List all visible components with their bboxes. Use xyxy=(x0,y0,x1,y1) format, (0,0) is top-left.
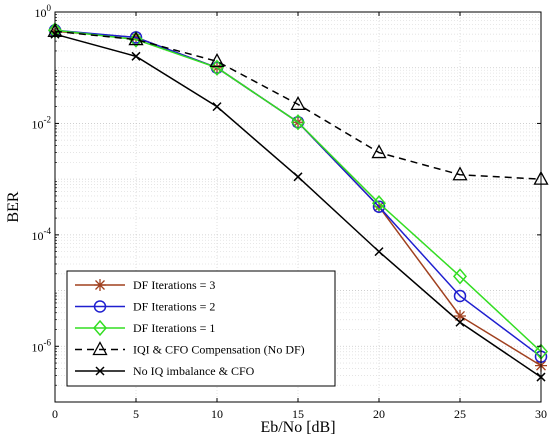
series-df-iterations-1 xyxy=(48,22,548,360)
y-axis-label: BER xyxy=(5,191,22,222)
data-point xyxy=(455,317,465,327)
data-point xyxy=(131,51,141,61)
data-point xyxy=(210,59,224,76)
y-tick-label: 100 xyxy=(35,3,52,20)
data-point xyxy=(129,31,143,48)
legend-marker xyxy=(92,341,108,356)
legend-entry: DF Iterations = 3 xyxy=(75,278,215,292)
legend-entry: No IQ imbalance & CFO xyxy=(75,364,255,378)
x-tick-label: 25 xyxy=(454,407,466,421)
legend-label: DF Iterations = 2 xyxy=(133,300,215,314)
legend: DF Iterations = 3 DF Iterations = 2 DF Ite… xyxy=(66,270,336,387)
data-point xyxy=(293,172,303,182)
series-line xyxy=(54,30,542,180)
data-point xyxy=(371,144,387,159)
x-tick-label: 30 xyxy=(535,407,547,421)
legend-label: IQI & CFO Compensation (No DF) xyxy=(133,343,305,357)
x-tick-label: 20 xyxy=(373,407,385,421)
legend-entry: DF Iterations = 1 xyxy=(75,319,215,337)
legend-marker xyxy=(94,279,106,291)
series-line xyxy=(54,29,542,353)
data-point xyxy=(372,195,386,212)
y-tick-label: 10-2 xyxy=(32,114,52,131)
data-point xyxy=(212,102,222,112)
data-point xyxy=(291,114,305,131)
data-point xyxy=(209,53,225,68)
x-tick-label: 15 xyxy=(292,407,304,421)
x-tick-label: 0 xyxy=(52,407,58,421)
data-point xyxy=(452,166,468,181)
legend-label: DF Iterations = 1 xyxy=(133,321,215,335)
data-point xyxy=(128,31,144,46)
legend-label: No IQ imbalance & CFO xyxy=(133,364,255,378)
legend-label: DF Iterations = 3 xyxy=(133,278,215,292)
x-tick-label: 5 xyxy=(133,407,139,421)
legend-entry: IQI & CFO Compensation (No DF) xyxy=(75,341,305,357)
x-axis-label: Eb/No [dB] xyxy=(260,419,335,436)
series-no-iq-imbalance-cfo xyxy=(50,29,546,382)
legend-entry: DF Iterations = 2 xyxy=(75,300,215,314)
legend-marker xyxy=(95,366,105,376)
x-tick-label: 10 xyxy=(211,407,223,421)
y-tick-label: 10-4 xyxy=(32,226,52,243)
data-point xyxy=(290,95,306,111)
data-point xyxy=(453,268,467,285)
y-tick-label: 10-6 xyxy=(32,337,52,354)
legend-marker xyxy=(93,319,107,337)
axis-ticks: 0 5 10 15 20 25 30 10-6 10-4 10-2 100 xyxy=(32,3,548,421)
data-point xyxy=(453,289,467,303)
data-point xyxy=(454,309,466,322)
series-layer xyxy=(47,22,549,382)
data-point xyxy=(372,200,386,213)
legend-marker xyxy=(93,300,107,313)
data-point xyxy=(374,247,384,257)
